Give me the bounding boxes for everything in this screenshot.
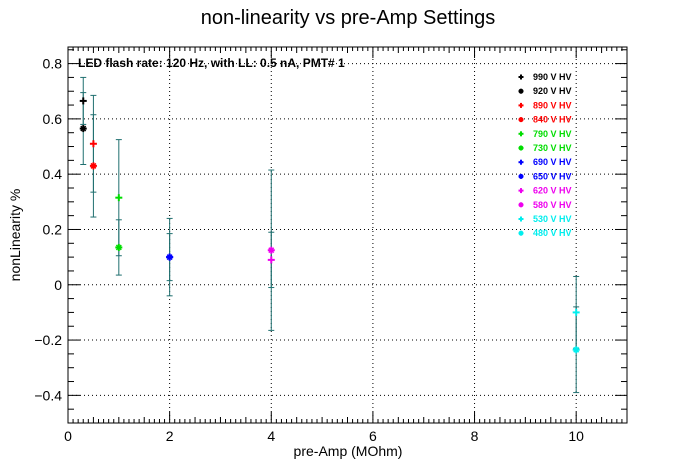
legend-marker	[518, 216, 524, 222]
legend-marker	[518, 74, 524, 80]
legend-item: 920 V HV	[518, 86, 572, 96]
legend-item: 790 V HV	[518, 129, 572, 139]
y-tick-label: −0.2	[34, 332, 62, 348]
legend-item: 620 V HV	[518, 186, 572, 196]
y-tick-label: 0.8	[43, 56, 63, 72]
data-marker	[89, 140, 97, 148]
legend-marker	[518, 202, 524, 208]
y-tick-label: −0.4	[34, 387, 62, 403]
data-marker	[267, 246, 275, 254]
legend-marker	[518, 159, 524, 165]
y-axis-label: nonLinearity %	[7, 189, 23, 282]
x-axis-label: pre-Amp (MOhm)	[294, 443, 403, 459]
chart-annotation: LED flash rate: 120 Hz, with LL: 0.5 nA,…	[78, 56, 345, 70]
data-marker	[166, 253, 174, 261]
data-marker	[572, 346, 580, 354]
legend-item: 890 V HV	[518, 100, 572, 110]
legend-item: 480 V HV	[518, 228, 572, 238]
legend-marker	[518, 230, 524, 236]
legend-marker	[518, 117, 524, 123]
legend-label: 650 V HV	[533, 171, 572, 181]
data-marker	[79, 97, 87, 105]
y-tick-label: 0.2	[43, 221, 63, 237]
data-marker	[115, 243, 123, 251]
legend-marker	[518, 173, 524, 179]
y-tick-label: 0	[54, 277, 62, 293]
legend-item: 580 V HV	[518, 200, 572, 210]
data-marker	[267, 256, 275, 264]
data-markers	[79, 97, 580, 354]
legend-label: 790 V HV	[533, 129, 572, 139]
x-tick-label: 4	[267, 428, 275, 444]
x-tick-label: 2	[166, 428, 174, 444]
legend-label: 840 V HV	[533, 115, 572, 125]
data-marker	[89, 162, 97, 170]
legend-marker	[518, 88, 524, 94]
legend-item: 730 V HV	[518, 143, 572, 153]
axis-ticks	[67, 47, 628, 424]
legend-label: 990 V HV	[533, 72, 572, 82]
legend-marker	[518, 188, 524, 194]
legend-label: 730 V HV	[533, 143, 572, 153]
legend-label: 920 V HV	[533, 86, 572, 96]
x-tick-label: 6	[369, 428, 377, 444]
legend-label: 480 V HV	[533, 228, 572, 238]
x-tick-label: 0	[64, 428, 72, 444]
legend-marker	[518, 102, 524, 108]
legend-item: 990 V HV	[518, 72, 572, 82]
legend-item: 650 V HV	[518, 171, 572, 181]
y-tick-label: 0.6	[43, 111, 63, 127]
legend-marker	[518, 145, 524, 151]
legend-label: 530 V HV	[533, 214, 572, 224]
axis-tick-labels: 0 2 4 6 8 10 −0.4 −0.2 0 0.2 0.4 0.6 0.8	[34, 56, 584, 444]
x-tick-label: 10	[568, 428, 584, 444]
legend-item: 690 V HV	[518, 157, 572, 167]
legend-item: 530 V HV	[518, 214, 572, 224]
legend-label: 890 V HV	[533, 100, 572, 110]
legend-item: 840 V HV	[518, 115, 572, 125]
legend: 990 V HV 920 V HV 890 V HV 840 V HV 790 V HV…	[518, 72, 572, 238]
chart-title: non-linearity vs pre-Amp Settings	[201, 7, 496, 29]
data-marker	[115, 194, 123, 202]
x-tick-label: 8	[471, 428, 479, 444]
data-marker	[79, 125, 87, 133]
legend-label: 580 V HV	[533, 200, 572, 210]
legend-marker	[518, 131, 524, 137]
legend-label: 690 V HV	[533, 157, 572, 167]
data-marker	[572, 308, 580, 316]
y-tick-label: 0.4	[43, 166, 63, 182]
legend-label: 620 V HV	[533, 186, 572, 196]
